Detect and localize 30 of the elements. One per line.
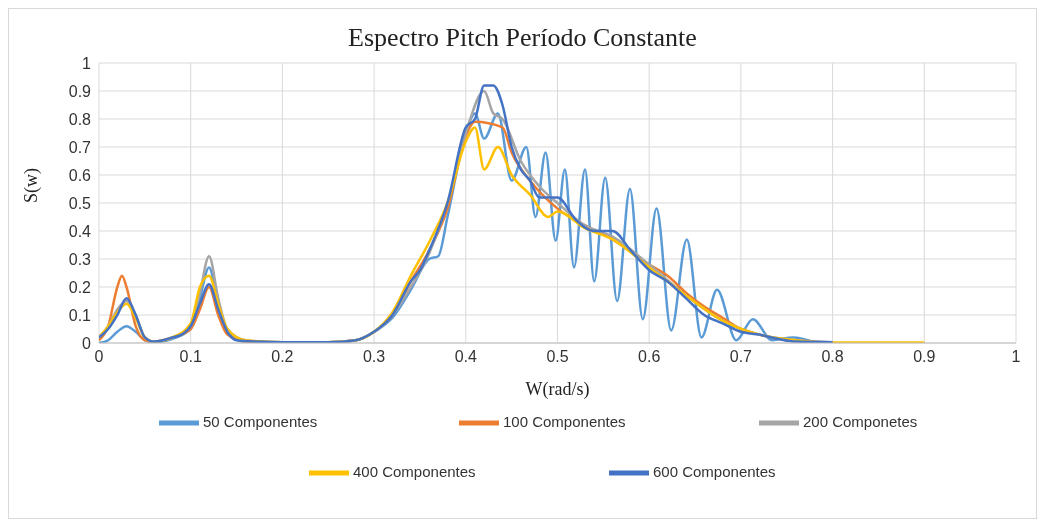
- legend-label: 50 Componentes: [203, 412, 318, 430]
- x-tick-label: 0.6: [638, 348, 661, 366]
- y-tick-label: 0.5: [68, 194, 92, 212]
- chart-title: Espectro Pitch Período Constante: [347, 23, 698, 53]
- x-tick-label: 0.4: [454, 348, 478, 366]
- x-tick-label: 0.7: [729, 348, 753, 366]
- legend-label: 600 Componentes: [653, 462, 776, 480]
- legend-label: 100 Componentes: [503, 412, 626, 430]
- y-tick-label: 1: [82, 54, 92, 72]
- x-tick-label: 0.1: [179, 348, 202, 366]
- x-tick-label: 0.8: [821, 348, 844, 366]
- y-tick-label: 0.1: [68, 306, 92, 324]
- x-tick-label: 0.5: [546, 348, 569, 366]
- x-tick-label: 0.9: [913, 348, 936, 366]
- x-tick-label: 0.3: [362, 348, 386, 366]
- legend-label: 400 Componentes: [353, 462, 476, 480]
- y-tick-label: 0.4: [68, 222, 92, 240]
- legend-label: 200 Componetes: [803, 412, 918, 430]
- y-tick-label: 0.9: [68, 82, 92, 100]
- y-tick-label: 0: [82, 334, 92, 352]
- y-axis-title: S(w): [21, 168, 43, 203]
- x-axis-title: W(rad/s): [525, 379, 590, 400]
- y-tick-label: 0.8: [68, 110, 92, 128]
- x-tick-label: 0.2: [271, 348, 294, 366]
- x-tick-label: 0: [94, 348, 104, 366]
- y-tick-label: 0.7: [68, 138, 92, 156]
- y-tick-label: 0.2: [68, 278, 92, 296]
- y-tick-label: 0.6: [68, 166, 92, 184]
- x-tick-label: 1: [1011, 348, 1021, 366]
- y-tick-label: 0.3: [68, 250, 92, 268]
